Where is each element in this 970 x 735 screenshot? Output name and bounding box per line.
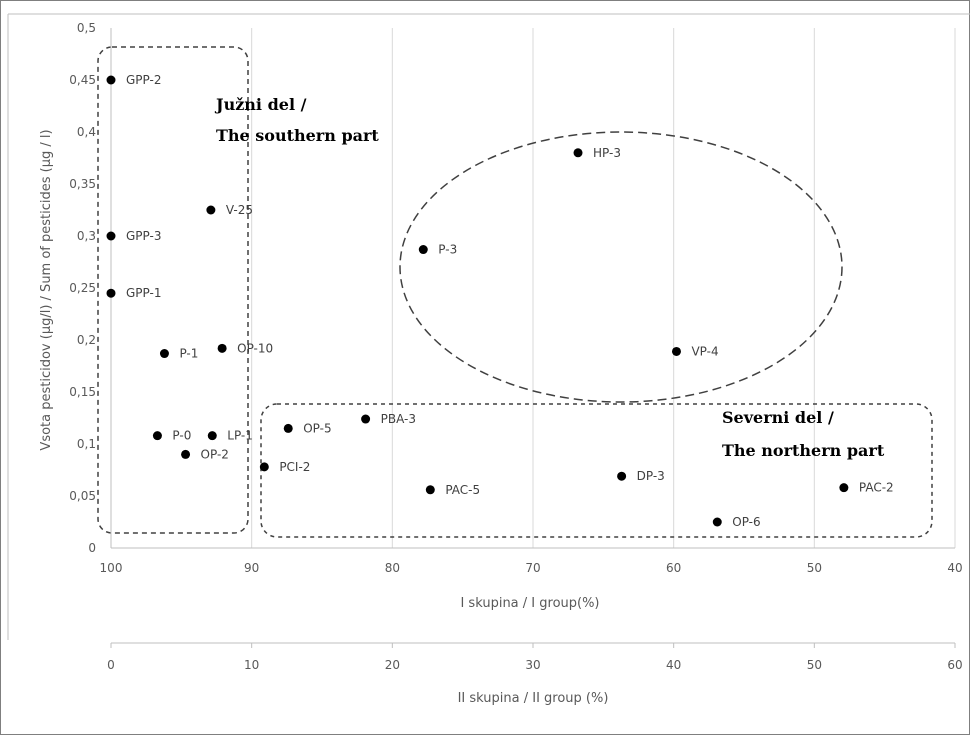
point-label-gpp-3: GPP-3: [126, 229, 161, 243]
y-tick-label: 0,3: [77, 229, 96, 243]
y-tick-label: 0,05: [69, 489, 96, 503]
y-tick-label: 0,45: [69, 73, 96, 87]
point-label-v-25: V-25: [226, 203, 253, 217]
northern-region-label-line2: The northern part: [722, 441, 885, 460]
x-tick-label: 50: [807, 561, 822, 575]
point-gpp-1: [106, 288, 116, 298]
y-tick-label: 0,35: [69, 177, 96, 191]
x2-tick-label: 40: [666, 658, 681, 672]
point-hp-3: [573, 148, 583, 158]
point-pac-5: [425, 485, 435, 495]
x-tick-label: 90: [244, 561, 259, 575]
point-p-1: [159, 349, 169, 359]
point-label-dp-3: DP-3: [637, 469, 665, 483]
y-tick-label: 0,4: [77, 125, 96, 139]
point-vp-4: [671, 346, 681, 356]
y-axis-title: Vsota pesticidov (µg/l) / Sum of pestici…: [39, 129, 54, 450]
point-label-gpp-2: GPP-2: [126, 73, 161, 87]
point-label-op-6: OP-6: [732, 515, 760, 529]
southern-region-label-line2: The southern part: [216, 126, 379, 145]
point-label-p-1: P-1: [179, 347, 198, 361]
x2-tick-label: 0: [107, 658, 115, 672]
point-label-pac-2: PAC-2: [859, 481, 894, 495]
point-gpp-2: [106, 75, 116, 85]
central-cluster-ellipse: [399, 131, 843, 403]
x2-axis-title: II skupina / II group (%): [458, 691, 609, 706]
point-pci-2: [259, 462, 269, 472]
point-label-p-0: P-0: [172, 429, 191, 443]
point-gpp-3: [106, 231, 116, 241]
southern-region-box: [97, 46, 249, 534]
northern-region-box: [260, 403, 933, 538]
point-op-2: [181, 449, 191, 459]
point-label-gpp-1: GPP-1: [126, 286, 161, 300]
point-label-op-5: OP-5: [303, 421, 331, 435]
y-tick-label: 0,15: [69, 385, 96, 399]
point-label-pci-2: PCI-2: [279, 460, 310, 474]
x2-tick-label: 10: [244, 658, 259, 672]
x-tick-label: 40: [947, 561, 962, 575]
x2-tick-label: 60: [947, 658, 962, 672]
point-label-op-2: OP-2: [201, 447, 229, 461]
point-label-vp-4: VP-4: [691, 344, 718, 358]
southern-region-label-line1: Južni del /: [214, 95, 307, 114]
point-op-5: [283, 423, 293, 433]
x2-tick-label: 30: [525, 658, 540, 672]
point-label-pba-3: PBA-3: [381, 412, 416, 426]
point-label-lp-1: LP-1: [227, 429, 253, 443]
point-lp-1: [207, 431, 217, 441]
point-label-hp-3: HP-3: [593, 146, 621, 160]
y-tick-label: 0,25: [69, 281, 96, 295]
x2-tick-label: 20: [385, 658, 400, 672]
y-tick-label: 0,1: [77, 437, 96, 451]
x-tick-label: 60: [666, 561, 681, 575]
point-v-25: [206, 205, 216, 215]
point-dp-3: [617, 471, 627, 481]
northern-region-label-line1: Severni del /: [722, 408, 834, 427]
point-label-p-3: P-3: [438, 243, 457, 257]
x-tick-label: 80: [385, 561, 400, 575]
point-p-0: [152, 431, 162, 441]
x-tick-label: 100: [100, 561, 123, 575]
x-tick-label: 70: [525, 561, 540, 575]
x2-tick-label: 50: [807, 658, 822, 672]
point-p-3: [418, 245, 428, 255]
point-op-10: [217, 343, 227, 353]
y-tick-label: 0: [88, 541, 96, 555]
point-label-op-10: OP-10: [237, 341, 273, 355]
y-tick-label: 0,2: [77, 333, 96, 347]
x-axis-title: I skupina / I group(%): [460, 596, 599, 611]
point-pba-3: [361, 414, 371, 424]
y-tick-label: 0,5: [77, 21, 96, 35]
points-layer: GPP-2 GPP-3 GPP-1 V-25 P-1 OP-10 P-0 LP-1 OP-2 OP…: [106, 73, 894, 529]
point-label-pac-5: PAC-5: [445, 483, 480, 497]
point-op-6: [712, 517, 722, 527]
region-shapes: [97, 46, 933, 538]
point-pac-2: [839, 483, 849, 493]
